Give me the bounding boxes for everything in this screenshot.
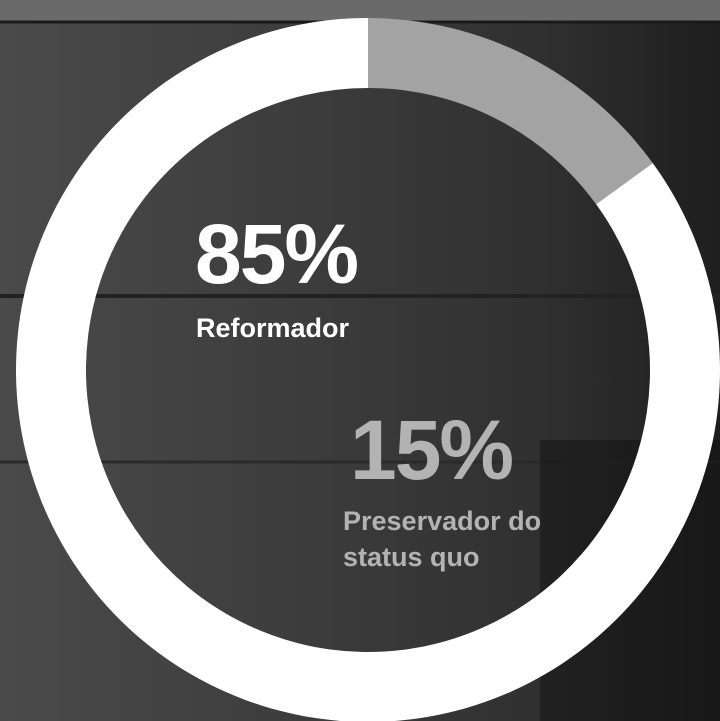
value-label: 85% [195,207,359,301]
background-strip [0,0,720,22]
category-label: Preservador do status quo [343,506,542,573]
donut-segment [368,18,653,205]
value-label: 15% [350,403,514,497]
category-label: Reformador [196,313,350,343]
